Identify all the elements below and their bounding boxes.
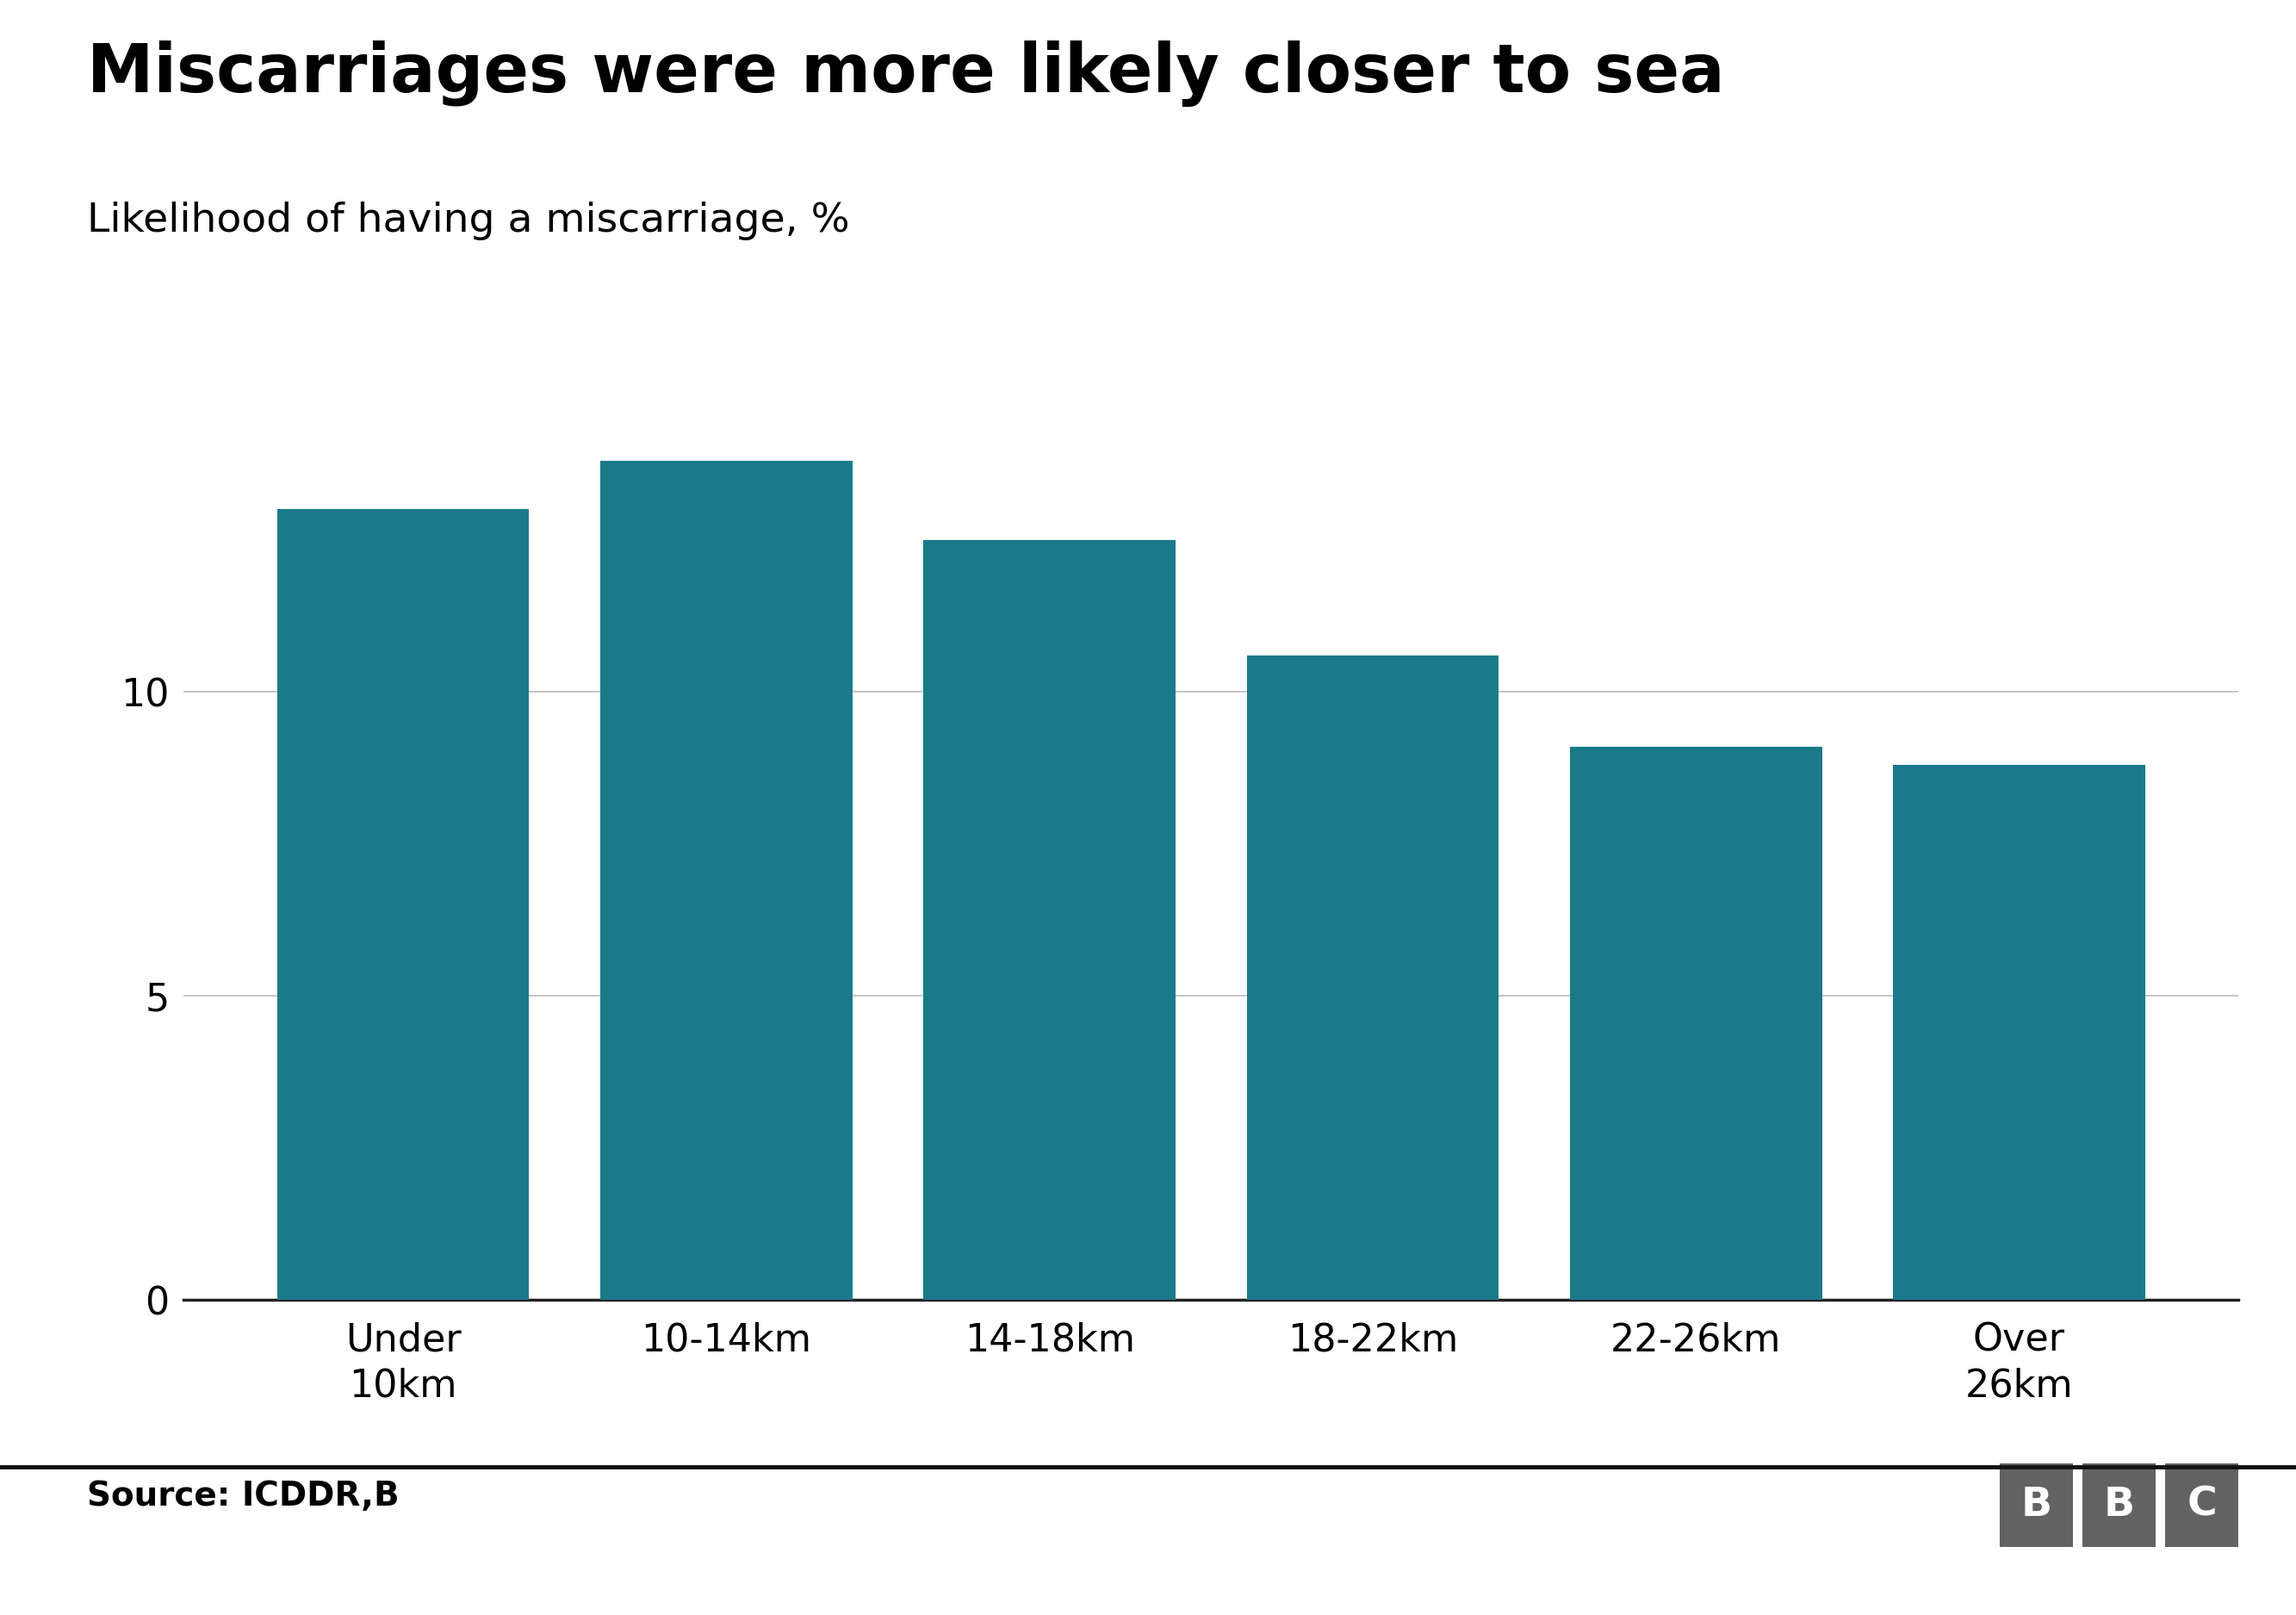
Bar bbox=[1570, 746, 1823, 1300]
Text: C: C bbox=[2186, 1486, 2218, 1525]
Text: Miscarriages were more likely closer to sea: Miscarriages were more likely closer to … bbox=[87, 40, 1724, 107]
Bar bbox=[923, 539, 1176, 1300]
Text: Likelihood of having a miscarriage, %: Likelihood of having a miscarriage, % bbox=[87, 202, 850, 241]
Text: Source: ICDDR,B: Source: ICDDR,B bbox=[87, 1479, 400, 1512]
Bar bbox=[1247, 656, 1499, 1300]
Text: B: B bbox=[2103, 1486, 2135, 1525]
Bar bbox=[599, 460, 852, 1300]
Bar bbox=[1894, 766, 2144, 1300]
Text: B: B bbox=[2020, 1486, 2053, 1525]
Bar bbox=[278, 509, 528, 1300]
